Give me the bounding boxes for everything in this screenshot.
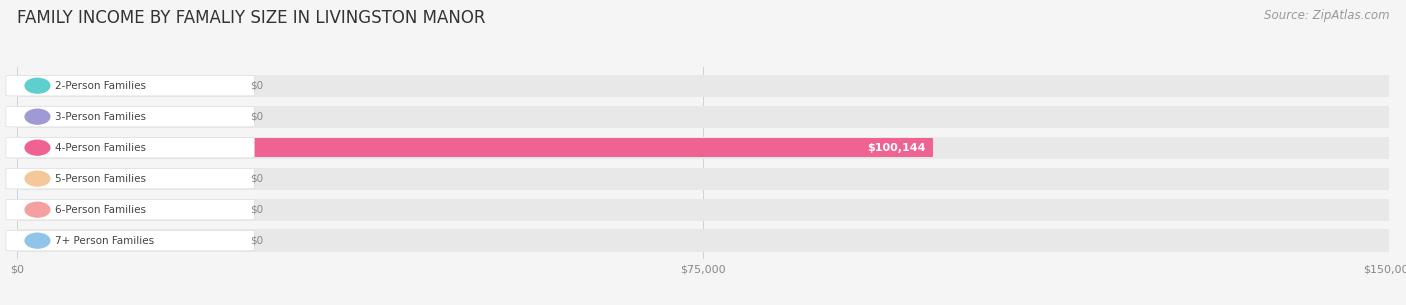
- Bar: [17, 169, 229, 188]
- Text: 3-Person Families: 3-Person Families: [55, 112, 146, 122]
- Ellipse shape: [25, 140, 49, 155]
- Text: $0: $0: [250, 205, 263, 215]
- Bar: [17, 76, 229, 95]
- Text: Source: ZipAtlas.com: Source: ZipAtlas.com: [1264, 9, 1389, 22]
- Bar: [17, 138, 934, 157]
- Ellipse shape: [25, 202, 49, 217]
- Ellipse shape: [25, 78, 49, 93]
- FancyBboxPatch shape: [6, 138, 254, 158]
- FancyBboxPatch shape: [6, 106, 254, 127]
- Ellipse shape: [25, 109, 49, 124]
- Bar: [17, 106, 1389, 128]
- FancyBboxPatch shape: [6, 199, 254, 220]
- Text: $0: $0: [250, 174, 263, 184]
- FancyBboxPatch shape: [6, 231, 254, 251]
- Text: $100,144: $100,144: [868, 143, 927, 153]
- Text: $0: $0: [250, 236, 263, 246]
- FancyBboxPatch shape: [6, 75, 254, 96]
- Text: 5-Person Families: 5-Person Families: [55, 174, 146, 184]
- Bar: [17, 231, 229, 250]
- Ellipse shape: [25, 171, 49, 186]
- Ellipse shape: [25, 233, 49, 248]
- Text: FAMILY INCOME BY FAMALIY SIZE IN LIVINGSTON MANOR: FAMILY INCOME BY FAMALIY SIZE IN LIVINGS…: [17, 9, 485, 27]
- Bar: [17, 200, 229, 219]
- Text: $0: $0: [250, 81, 263, 91]
- Text: 4-Person Families: 4-Person Families: [55, 143, 146, 153]
- Text: 6-Person Families: 6-Person Families: [55, 205, 146, 215]
- Bar: [17, 167, 1389, 190]
- Bar: [17, 74, 1389, 97]
- Text: $0: $0: [250, 112, 263, 122]
- Text: 2-Person Families: 2-Person Families: [55, 81, 146, 91]
- Bar: [17, 107, 229, 126]
- Bar: [17, 199, 1389, 221]
- Text: 7+ Person Families: 7+ Person Families: [55, 236, 155, 246]
- Bar: [17, 137, 1389, 159]
- FancyBboxPatch shape: [6, 168, 254, 189]
- Bar: [17, 229, 1389, 252]
